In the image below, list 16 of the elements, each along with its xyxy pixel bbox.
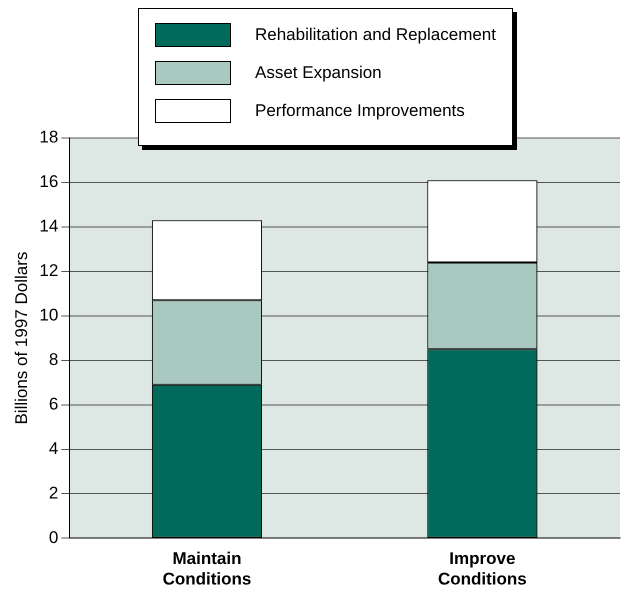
y-tick-label: 10 bbox=[39, 306, 58, 325]
y-tick-label: 16 bbox=[39, 172, 58, 192]
legend-label: Rehabilitation and Replacement bbox=[255, 25, 496, 45]
y-tick-label: 14 bbox=[39, 216, 58, 236]
legend-label: Asset Expansion bbox=[255, 63, 382, 83]
x-tick-label: Maintain Conditions bbox=[162, 549, 252, 588]
y-tick-label: 0 bbox=[48, 528, 58, 547]
legend-label: Performance Improvements bbox=[255, 101, 465, 121]
y-tick-label: 2 bbox=[48, 483, 58, 502]
y-tick-label: 18 bbox=[39, 128, 58, 147]
y-tick-label: 4 bbox=[48, 438, 58, 458]
y-axis-title: Billions of 1997 Dollars bbox=[12, 252, 31, 425]
x-tick-label: Improve Conditions bbox=[438, 549, 527, 588]
y-tick-label: 6 bbox=[48, 394, 58, 414]
y-tick-label: 8 bbox=[48, 350, 58, 370]
y-tick-label: 12 bbox=[39, 261, 58, 280]
